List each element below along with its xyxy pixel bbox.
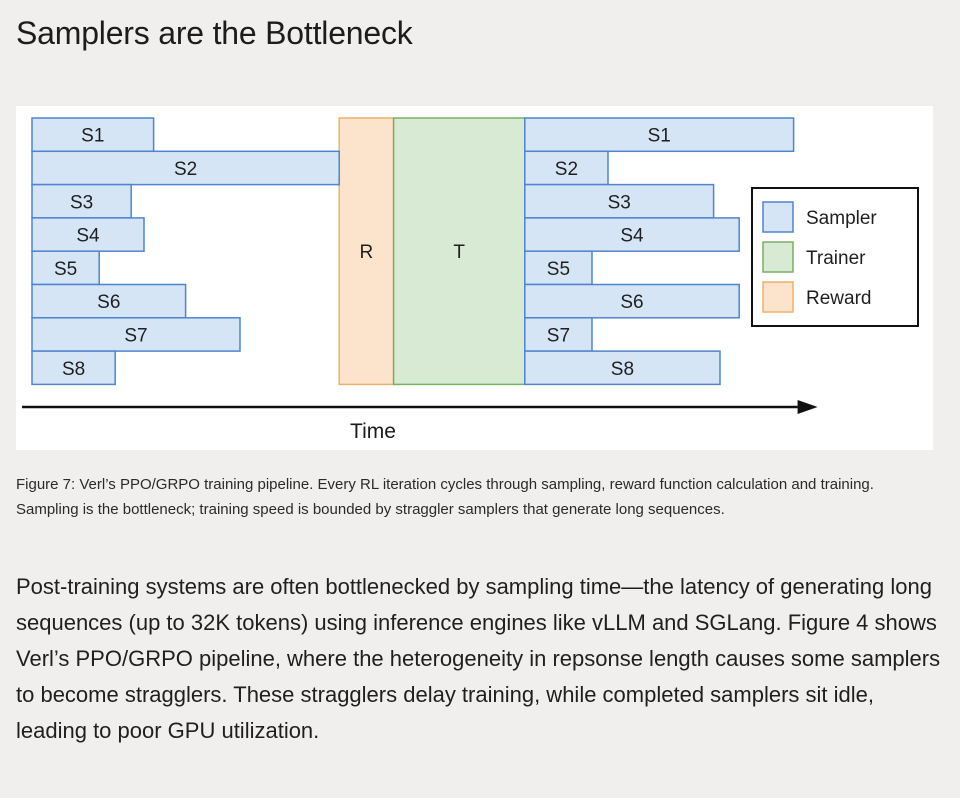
figure-panel: R T S1 S2 S3 S4 S5 S6 S7 S8 S1 S2 S3 S4 S5 S6 S7 S8 Time … — [16, 106, 933, 450]
time-axis-label: Time — [350, 420, 396, 443]
legend-label-sampler: Sampler — [806, 208, 877, 229]
legend-swatch-trainer — [762, 241, 794, 273]
sampler-bar-s8-iter1 — [31, 350, 116, 386]
sampler-bar-s7-iter1 — [31, 317, 241, 352]
sampler-label-s4-iter1: S4 — [76, 226, 100, 247]
sampler-label-s2-iter2: S2 — [555, 159, 578, 180]
sampler-bar-s6-iter2 — [524, 283, 740, 319]
legend-label-trainer: Trainer — [806, 248, 866, 269]
trainer-phase-bar — [392, 117, 526, 386]
sampler-label-s7-iter2: S7 — [547, 325, 570, 346]
body-paragraph: Post-training systems are often bottlene… — [16, 574, 941, 743]
sampler-label-s8-iter2: S8 — [611, 359, 634, 380]
sampler-label-s4-iter2: S4 — [620, 226, 644, 247]
legend-swatch-reward — [762, 281, 794, 313]
sampler-label-s1-iter1: S1 — [81, 126, 104, 147]
page-heading: Samplers are the Bottleneck — [16, 15, 413, 51]
sampler-label-s5-iter1: S5 — [54, 259, 77, 280]
sampler-label-s3-iter2: S3 — [608, 192, 631, 213]
sampler-label-s1-iter2: S1 — [648, 126, 671, 147]
sampler-bar-s8-iter2 — [524, 350, 721, 386]
legend-swatch-sampler — [762, 201, 794, 233]
sampler-bar-s2-iter1 — [31, 150, 340, 186]
sampler-bar-s2-iter2 — [524, 150, 609, 186]
sampler-bar-s4-iter1 — [31, 217, 145, 252]
sampler-label-s7-iter1: S7 — [124, 325, 147, 346]
sampler-bar-s6-iter1 — [31, 283, 187, 319]
sampler-label-s5-iter2: S5 — [547, 259, 570, 280]
figure-caption: Figure 7: Verl’s PPO/GRPO training pipel… — [16, 476, 874, 518]
time-axis-arrowhead — [797, 400, 818, 414]
sampler-bar-s7-iter2 — [524, 317, 593, 352]
sampler-label-s8-iter1: S8 — [62, 359, 85, 380]
sampler-label-s3-iter1: S3 — [70, 192, 93, 213]
sampler-label-s2-iter1: S2 — [174, 159, 197, 180]
sampler-label-s6-iter1: S6 — [97, 292, 120, 313]
reward-phase-bar — [338, 117, 395, 386]
sampler-bar-s4-iter2 — [524, 217, 740, 252]
sampler-bar-s1-iter2 — [524, 117, 795, 153]
trainer-phase-label: T — [453, 242, 465, 263]
legend-label-reward: Reward — [806, 288, 871, 309]
sampler-label-s6-iter2: S6 — [620, 292, 643, 313]
reward-phase-label: R — [360, 242, 374, 263]
